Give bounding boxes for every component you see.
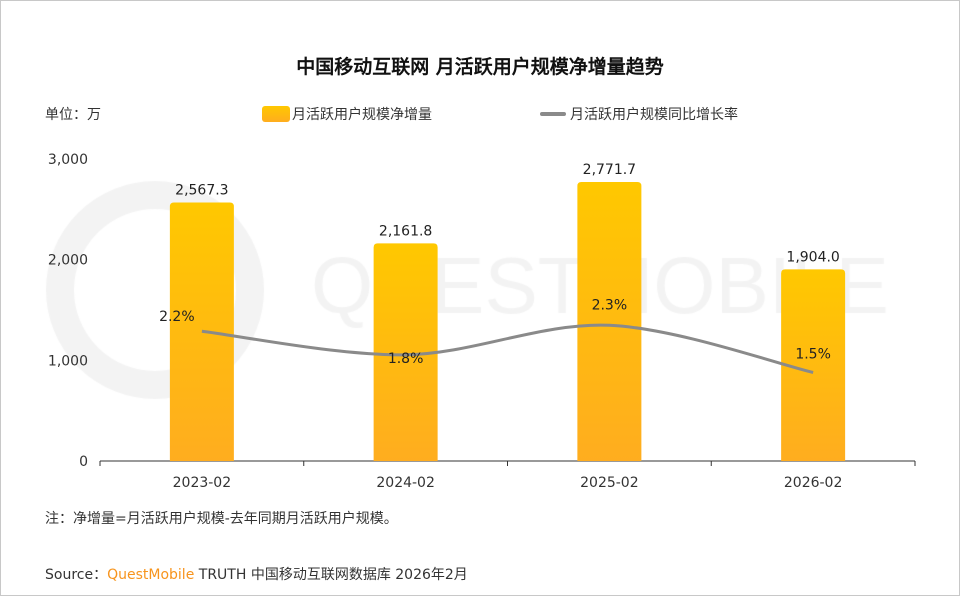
- x-tick-label: 2024-02: [376, 475, 435, 491]
- bar: [577, 181, 642, 462]
- source-line: Source：QuestMobile TRUTH 中国移动互联网数据库 2026…: [45, 564, 468, 584]
- legend-item-bar: 月活跃用户规模净增量: [262, 104, 432, 124]
- bar-data-label: 2,161.8: [379, 223, 432, 239]
- y-tick-label: 0: [79, 454, 88, 470]
- legend-label: 月活跃用户规模同比增长率: [570, 107, 738, 123]
- legend-swatch-bar: [262, 106, 290, 122]
- source-brand: QuestMobile: [107, 567, 195, 583]
- y-tick-label: 1,000: [48, 353, 88, 369]
- y-tick-label: 3,000: [48, 152, 88, 168]
- bar-data-label: 2,771.7: [583, 162, 636, 178]
- legend-item-line: 月活跃用户规模同比增长率: [540, 104, 738, 124]
- line-data-label: 2.3%: [592, 297, 628, 313]
- x-tick-label: 2026-02: [784, 475, 843, 491]
- unit-label: 单位：万: [45, 107, 101, 123]
- line-data-label: 1.8%: [388, 351, 424, 367]
- legend-label: 月活跃用户规模净增量: [292, 107, 432, 123]
- x-tick-label: 2025-02: [580, 475, 639, 491]
- source-prefix: Source：: [45, 567, 108, 583]
- bar-data-label: 1,904.0: [786, 249, 839, 265]
- bar: [373, 243, 438, 461]
- bar: [781, 269, 846, 461]
- line-data-label: 2.2%: [159, 309, 195, 325]
- line-data-label: 1.5%: [795, 347, 831, 363]
- x-tick-label: 2023-02: [173, 475, 232, 491]
- legend-swatch-line: [540, 112, 566, 116]
- y-tick-label: 2,000: [48, 253, 88, 269]
- footnote: 注：净增量=月活跃用户规模-去年同期月活跃用户规模。: [45, 511, 398, 527]
- source-rest: TRUTH 中国移动互联网数据库 2026年2月: [194, 567, 468, 583]
- growth-rate-line: [201, 323, 814, 374]
- chart-title: 中国移动互联网 月活跃用户规模净增量趋势: [296, 56, 664, 78]
- bar-data-label: 2,567.3: [175, 183, 228, 199]
